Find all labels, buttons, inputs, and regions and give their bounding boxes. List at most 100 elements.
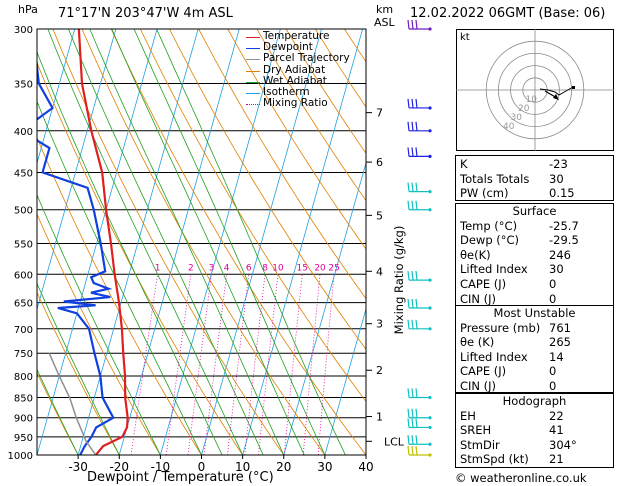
hodograph-trace — [539, 86, 574, 96]
table-row: SREH 41 — [456, 423, 613, 438]
mixing-ratio-line — [283, 274, 303, 455]
legend-item: Dry Adiabat — [263, 63, 326, 76]
dry-adiabat-line — [169, 29, 366, 351]
legend-item: Isotherm — [263, 86, 310, 98]
wet-adiabat-line — [156, 29, 346, 455]
legend-swatch — [246, 59, 260, 61]
mixing-ratio-line — [244, 274, 266, 455]
footer-copyright: © weatheronline.co.uk — [455, 471, 587, 485]
height-tick-label: 2 — [376, 364, 383, 377]
pressure-tick-label: 650 — [14, 299, 33, 310]
table-key: Totals Totals — [460, 171, 530, 186]
wet-adiabat-line — [68, 29, 264, 455]
temperature-tick-label: 10 — [235, 460, 250, 474]
isotherm-line — [201, 29, 322, 455]
temperature-tick-label: -30 — [68, 460, 88, 474]
table-key: K — [460, 157, 468, 171]
table-row: θe (K) 265 — [456, 335, 613, 350]
mixing-ratio-line — [258, 274, 279, 455]
legend-swatch — [246, 37, 260, 38]
mixing-ratio-axis-label: Mixing Ratio (g/kg) — [392, 225, 406, 335]
wet-adiabat-line — [37, 368, 79, 455]
table-key: Lifted Index — [460, 262, 528, 277]
table-key: Dewp (°C) — [460, 233, 520, 248]
table-value: 0 — [549, 291, 557, 306]
table-key: EH — [460, 408, 476, 423]
dry-adiabat-line — [139, 29, 366, 403]
hodograph-table: Hodograph EH 22 SREH 41 StmDir 304° StmSpd (kt… — [455, 393, 614, 468]
mixing-ratio-label: 10 — [272, 263, 284, 273]
table-row: PW (cm) 0.15 — [456, 186, 613, 201]
legend-swatch — [246, 70, 260, 72]
isotherm-line — [37, 29, 76, 165]
table-row: Temp (°C) -25.7 — [456, 219, 613, 234]
wet-adiabat-line — [37, 282, 120, 455]
mixing-ratio-label: 20 — [314, 263, 326, 273]
mixing-ratio-label: 8 — [262, 263, 268, 273]
isotherm-line — [159, 29, 281, 455]
wind-barb — [407, 445, 432, 457]
table-key: Pressure (mb) — [460, 320, 541, 335]
table-value: 0 — [549, 364, 557, 379]
wind-barb — [407, 388, 432, 400]
dry-adiabat-line — [110, 29, 366, 455]
isotherm-line — [283, 161, 366, 455]
legend-swatch — [246, 48, 260, 50]
dry-adiabat-line — [37, 136, 202, 455]
legend-swatch — [246, 93, 260, 94]
isotherm-line — [37, 29, 158, 455]
wind-barb — [407, 435, 432, 446]
wind-barb — [407, 418, 432, 430]
wet-adiabat-line — [47, 29, 243, 455]
table-value: -23 — [549, 157, 568, 171]
table-key: CAPE (J) — [460, 276, 507, 291]
legend-item: Parcel Trajectory — [263, 52, 350, 65]
isotherm-line — [242, 29, 364, 455]
mixing-ratio-line — [317, 274, 335, 455]
isotherm-line — [37, 29, 117, 311]
pressure-tick-label: 350 — [14, 80, 33, 91]
wind-barb — [407, 319, 432, 331]
dry-adiabat-line — [37, 371, 79, 455]
surface-title: Surface — [512, 204, 557, 218]
table-value: 0 — [549, 378, 557, 393]
wet-adiabat-line — [37, 100, 202, 455]
hodograph-ring-label: 20 — [518, 104, 530, 114]
isotherm-line — [118, 29, 240, 455]
table-value: -25.7 — [549, 218, 579, 233]
table-value: 246 — [549, 247, 571, 262]
pressure-tick-label: 850 — [14, 393, 33, 404]
hodograph-ring-label: 40 — [503, 122, 515, 132]
dewpoint-profile-line — [37, 56, 115, 455]
table-row: EH 22 — [456, 409, 613, 424]
table-row: CAPE (J) 0 — [456, 364, 613, 379]
dry-adiabat-line — [227, 29, 366, 250]
mixing-ratio-label: 4 — [224, 263, 230, 273]
table-row: Lifted Index 30 — [456, 262, 613, 277]
table-value: 14 — [549, 349, 564, 364]
wind-barb — [407, 147, 432, 158]
legend-item: Dewpoint — [263, 41, 313, 54]
table-key: CAPE (J) — [460, 364, 507, 379]
pressure-tick-label: 600 — [14, 270, 33, 281]
temperature-tick-label: -10 — [151, 460, 171, 474]
pressure-tick-label: 750 — [14, 349, 33, 360]
hodograph-ring-label: 10 — [526, 95, 538, 105]
table-value: 21 — [549, 452, 564, 467]
table-key: SREH — [460, 423, 492, 438]
table-value: 304° — [549, 437, 577, 452]
most-unstable-title: Most Unstable — [493, 306, 576, 320]
height-ref-label: ASL — [374, 16, 395, 29]
table-key: θe(K) — [460, 247, 491, 262]
dry-adiabat-line — [37, 291, 120, 455]
pressure-tick-label: 950 — [14, 433, 33, 444]
wind-barb — [407, 271, 432, 282]
mixing-ratio-label: 25 — [328, 263, 339, 273]
wind-barb — [407, 298, 432, 310]
hodograph-table-title: Hodograph — [502, 394, 567, 408]
table-key: Temp (°C) — [460, 218, 518, 233]
location-title: 71°17'N 203°47'W 4m ASL — [58, 6, 233, 21]
pressure-tick-label: 700 — [14, 325, 33, 336]
wind-barb — [407, 98, 432, 110]
wind-barb — [407, 200, 432, 212]
